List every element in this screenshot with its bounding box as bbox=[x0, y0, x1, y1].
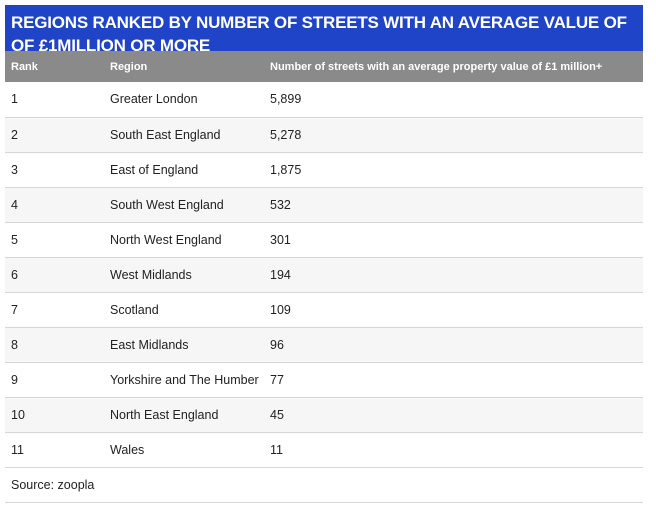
rank-cell: 10 bbox=[5, 397, 104, 433]
table-header: Rank Region Number of streets with an av… bbox=[5, 51, 643, 82]
source-note: Source: zoopla bbox=[5, 467, 643, 503]
rank-cell: 6 bbox=[5, 257, 104, 293]
value-cell: 1,875 bbox=[264, 152, 643, 188]
value-cell: 77 bbox=[264, 362, 643, 398]
rank-cell: 2 bbox=[5, 117, 104, 153]
table-row: 7 Scotland 109 bbox=[5, 292, 643, 328]
value-cell: 11 bbox=[264, 432, 643, 468]
region-cell: Wales bbox=[104, 432, 264, 468]
table-row: 6 West Midlands 194 bbox=[5, 257, 643, 293]
rank-cell: 11 bbox=[5, 432, 104, 468]
header-region: Region bbox=[104, 51, 264, 82]
rank-cell: 7 bbox=[5, 292, 104, 328]
rank-cell: 4 bbox=[5, 187, 104, 223]
value-cell: 532 bbox=[264, 187, 643, 223]
table-title: REGIONS RANKED BY NUMBER OF STREETS WITH… bbox=[5, 5, 643, 55]
region-cell: Yorkshire and The Humber bbox=[104, 362, 264, 398]
table-row: 5 North West England 301 bbox=[5, 222, 643, 258]
table-body: 1 Greater London 5,899 2 South East England 5… bbox=[5, 82, 643, 468]
header-row: Rank Region Number of streets with an av… bbox=[5, 51, 643, 82]
rank-cell: 9 bbox=[5, 362, 104, 398]
value-cell: 194 bbox=[264, 257, 643, 293]
rank-cell: 5 bbox=[5, 222, 104, 258]
region-cell: North West England bbox=[104, 222, 264, 258]
table-row: 4 South West England 532 bbox=[5, 187, 643, 223]
value-cell: 109 bbox=[264, 292, 643, 328]
region-cell: Greater London bbox=[104, 82, 264, 118]
region-cell: South East England bbox=[104, 117, 264, 153]
header-rank: Rank bbox=[5, 51, 104, 82]
region-cell: North East England bbox=[104, 397, 264, 433]
value-cell: 5,278 bbox=[264, 117, 643, 153]
table-row: 11 Wales 11 bbox=[5, 432, 643, 468]
value-cell: 5,899 bbox=[264, 82, 643, 118]
ranking-table-card: REGIONS RANKED BY NUMBER OF STREETS WITH… bbox=[5, 5, 643, 503]
source-row: Source: zoopla bbox=[5, 467, 643, 503]
table-row: 8 East Midlands 96 bbox=[5, 327, 643, 363]
table-row: 1 Greater London 5,899 bbox=[5, 82, 643, 118]
rank-cell: 3 bbox=[5, 152, 104, 188]
value-cell: 96 bbox=[264, 327, 643, 363]
value-cell: 45 bbox=[264, 397, 643, 433]
table-row: 3 East of England 1,875 bbox=[5, 152, 643, 188]
region-cell: East Midlands bbox=[104, 327, 264, 363]
rank-cell: 8 bbox=[5, 327, 104, 363]
header-value: Number of streets with an average proper… bbox=[264, 51, 643, 82]
region-cell: South West England bbox=[104, 187, 264, 223]
rank-cell: 1 bbox=[5, 82, 104, 118]
region-cell: Scotland bbox=[104, 292, 264, 328]
region-cell: East of England bbox=[104, 152, 264, 188]
table-row: 9 Yorkshire and The Humber 77 bbox=[5, 362, 643, 398]
region-cell: West Midlands bbox=[104, 257, 264, 293]
value-cell: 301 bbox=[264, 222, 643, 258]
regions-table: Rank Region Number of streets with an av… bbox=[5, 51, 643, 503]
table-row: 10 North East England 45 bbox=[5, 397, 643, 433]
table-row: 2 South East England 5,278 bbox=[5, 117, 643, 153]
